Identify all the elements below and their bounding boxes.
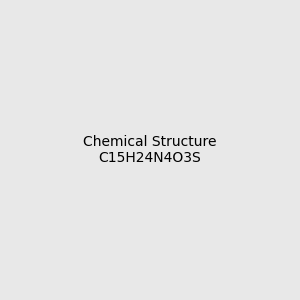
Text: Chemical Structure
C15H24N4O3S: Chemical Structure C15H24N4O3S bbox=[83, 135, 217, 165]
